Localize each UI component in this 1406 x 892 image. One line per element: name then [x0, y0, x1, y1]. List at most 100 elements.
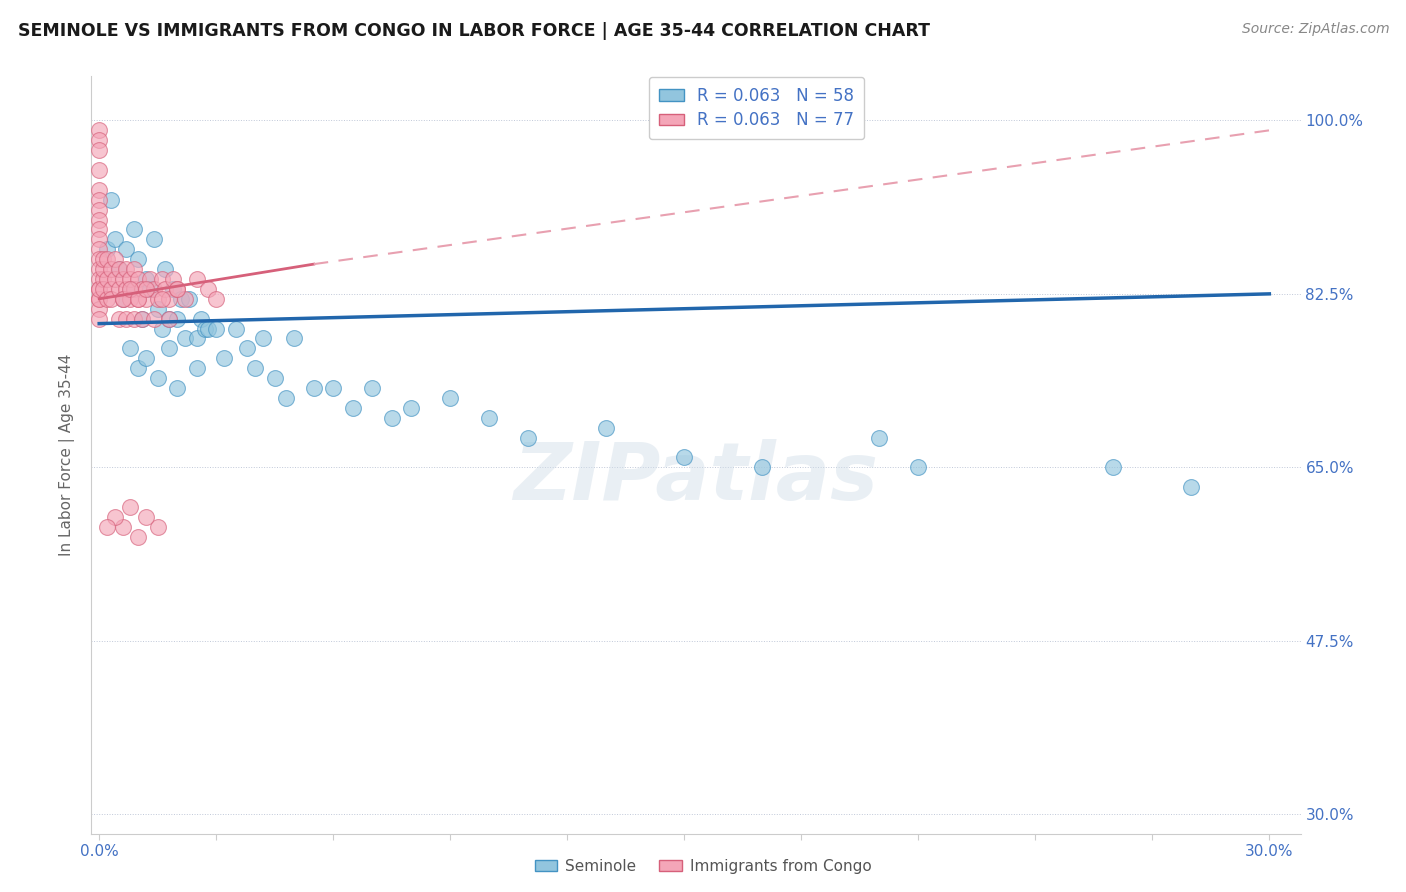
Point	[186, 272, 208, 286]
Point	[91, 272, 114, 286]
Point	[111, 292, 134, 306]
Point	[399, 401, 422, 415]
Point	[100, 262, 122, 277]
Point	[157, 311, 180, 326]
Text: Source: ZipAtlas.com: Source: ZipAtlas.com	[1241, 22, 1389, 37]
Point	[127, 530, 149, 544]
Point	[107, 282, 129, 296]
Point	[162, 282, 184, 296]
Point	[186, 361, 208, 376]
Point	[89, 212, 111, 227]
Point	[89, 193, 111, 207]
Point	[100, 282, 122, 296]
Point	[91, 262, 114, 277]
Point	[89, 282, 111, 296]
Point	[127, 292, 149, 306]
Point	[89, 311, 111, 326]
Point	[96, 520, 118, 534]
Point	[96, 252, 118, 267]
Point	[1102, 460, 1125, 475]
Point	[104, 232, 127, 246]
Point	[157, 342, 180, 356]
Point	[124, 262, 146, 277]
Point	[150, 292, 173, 306]
Point	[115, 242, 138, 256]
Point	[245, 361, 267, 376]
Point	[135, 351, 157, 366]
Point	[111, 520, 134, 534]
Point	[89, 222, 111, 236]
Point	[127, 252, 149, 267]
Point	[120, 292, 142, 306]
Point	[89, 292, 111, 306]
Point	[302, 381, 325, 395]
Point	[174, 331, 197, 345]
Point	[120, 272, 142, 286]
Point	[89, 143, 111, 157]
Point	[439, 391, 461, 405]
Point	[96, 272, 118, 286]
Point	[146, 301, 169, 316]
Point	[177, 292, 200, 306]
Point	[212, 351, 235, 366]
Point	[107, 262, 129, 277]
Point	[124, 222, 146, 236]
Point	[155, 262, 177, 277]
Point	[174, 292, 197, 306]
Point	[89, 272, 111, 286]
Point	[146, 520, 169, 534]
Point	[170, 292, 193, 306]
Point	[146, 292, 169, 306]
Point	[361, 381, 384, 395]
Point	[135, 292, 157, 306]
Point	[186, 331, 208, 345]
Point	[89, 242, 111, 256]
Point	[236, 342, 259, 356]
Point	[135, 272, 157, 286]
Point	[381, 410, 404, 425]
Point	[193, 321, 215, 335]
Point	[150, 321, 173, 335]
Point	[127, 272, 149, 286]
Point	[252, 331, 274, 345]
Point	[139, 282, 162, 296]
Point	[107, 262, 129, 277]
Point	[89, 133, 111, 147]
Point	[751, 460, 773, 475]
Point	[89, 183, 111, 197]
Point	[190, 311, 212, 326]
Point	[157, 311, 180, 326]
Point	[322, 381, 344, 395]
Point	[166, 381, 188, 395]
Point	[155, 282, 177, 296]
Point	[197, 282, 219, 296]
Point	[139, 272, 162, 286]
Point	[89, 282, 111, 296]
Text: ZIPatlas: ZIPatlas	[513, 439, 879, 516]
Point	[162, 272, 184, 286]
Point	[89, 232, 111, 246]
Point	[89, 163, 111, 178]
Point	[111, 292, 134, 306]
Point	[115, 311, 138, 326]
Point	[120, 342, 142, 356]
Point	[120, 282, 142, 296]
Point	[89, 301, 111, 316]
Point	[166, 282, 188, 296]
Point	[96, 292, 118, 306]
Point	[100, 193, 122, 207]
Point	[131, 311, 153, 326]
Point	[107, 311, 129, 326]
Point	[127, 361, 149, 376]
Point	[96, 242, 118, 256]
Point	[91, 252, 114, 267]
Point	[124, 311, 146, 326]
Point	[104, 509, 127, 524]
Point	[150, 272, 173, 286]
Point	[89, 292, 111, 306]
Point	[157, 292, 180, 306]
Point	[100, 292, 122, 306]
Point	[131, 282, 153, 296]
Point	[907, 460, 929, 475]
Point	[124, 282, 146, 296]
